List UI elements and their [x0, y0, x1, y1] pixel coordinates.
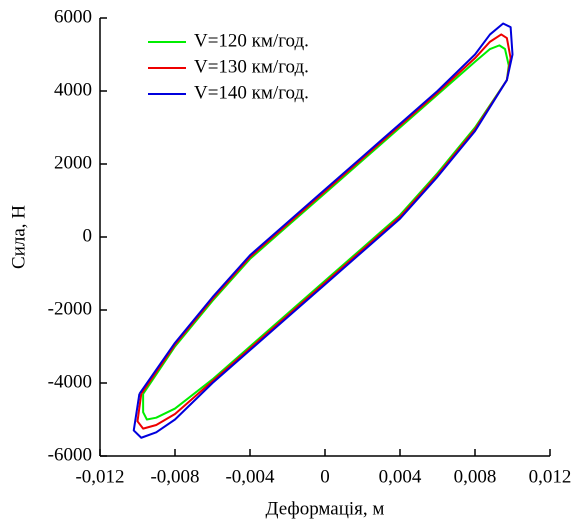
x-tick-label: -0,012 — [75, 466, 124, 487]
y-tick-label: 2000 — [54, 152, 92, 173]
y-tick-label: 0 — [83, 225, 93, 246]
series-line — [132, 22, 514, 439]
legend-label: V=120 км/год. — [194, 30, 309, 51]
legend-label: V=130 км/год. — [194, 56, 309, 77]
y-tick-label: -6000 — [48, 444, 92, 465]
legend-label: V=140 км/год. — [194, 82, 309, 103]
y-tick-label: 4000 — [54, 79, 92, 100]
y-axis-label: Сила, Н — [8, 205, 29, 269]
x-tick-label: 0 — [320, 466, 330, 487]
x-tick-label: 0,008 — [454, 466, 497, 487]
x-axis-label: Деформація, м — [266, 498, 385, 519]
y-tick-label: 6000 — [54, 6, 92, 27]
y-tick-label: -4000 — [48, 371, 92, 392]
x-tick-label: 0,004 — [379, 466, 422, 487]
x-tick-label: -0,008 — [150, 466, 199, 487]
x-tick-label: 0,012 — [529, 466, 572, 487]
y-tick-label: -2000 — [48, 298, 92, 319]
x-tick-label: -0,004 — [225, 466, 275, 487]
